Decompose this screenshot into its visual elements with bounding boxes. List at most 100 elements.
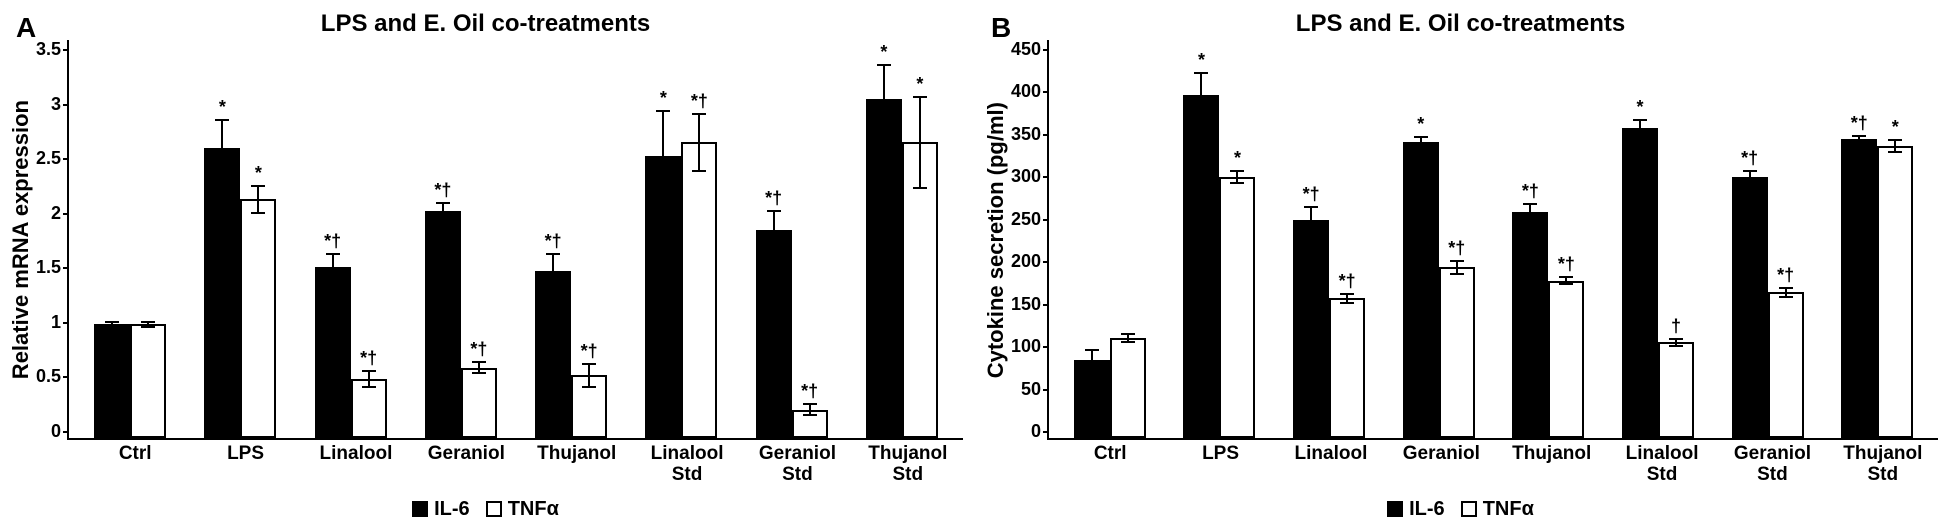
error-bar — [1236, 171, 1238, 183]
bar-group: *† *† — [406, 40, 516, 438]
error-bar — [442, 203, 444, 219]
bar-il6: *† — [1841, 139, 1877, 438]
bar-il6: * — [1403, 142, 1439, 438]
bar-group: *†* — [1822, 40, 1932, 438]
significance-marker: *† — [1558, 254, 1575, 275]
bar-tnf: * — [1219, 177, 1255, 438]
significance-marker: *† — [801, 381, 818, 402]
error-bar — [1749, 171, 1751, 183]
legend-label: IL-6 — [1409, 498, 1445, 521]
x-tick: Linalool — [301, 444, 411, 486]
significance-marker: *† — [1741, 148, 1758, 169]
chart-a: Relative mRNA expression 3.532.521.510.5… — [8, 40, 963, 440]
significance-marker: *† — [581, 341, 598, 362]
legend-item: TNFα — [486, 498, 559, 521]
error-bar — [1675, 339, 1677, 346]
y-tick: 150 — [1011, 295, 1041, 313]
significance-marker: *† — [1851, 113, 1868, 134]
bar-tnf: *† — [1439, 267, 1475, 438]
x-tick: Ctrl — [1055, 444, 1165, 486]
x-tick: Thujanol — [522, 444, 632, 486]
bar-group: ** — [847, 40, 957, 438]
bar-tnf: * — [902, 142, 938, 438]
bar-tnf: *† — [461, 368, 497, 439]
bar-il6: * — [1183, 95, 1219, 438]
legend-label: TNFα — [508, 498, 559, 521]
significance-marker: *† — [360, 348, 377, 369]
significance-marker: * — [1636, 97, 1643, 118]
error-bar — [1529, 204, 1531, 222]
bar-group: ** — [185, 40, 295, 438]
y-tick: 3 — [51, 95, 61, 113]
bar-il6 — [1074, 360, 1110, 438]
error-bar — [1456, 261, 1458, 273]
bar-tnf — [130, 324, 166, 438]
y-ticks-b: 450400350300250200150100500 — [1011, 40, 1045, 440]
bar-group: *† *† — [516, 40, 626, 438]
error-bar — [698, 114, 700, 171]
legend-a: IL-6 TNFα — [8, 498, 963, 523]
error-bar — [552, 254, 554, 288]
bar-il6: *† — [1732, 177, 1768, 438]
y-tick: 2.5 — [36, 149, 61, 167]
bar-il6: *† — [315, 267, 351, 438]
error-bar — [368, 371, 370, 387]
error-bar — [1346, 294, 1348, 303]
y-axis-b: Cytokine secretion (pg/ml) 4504003503002… — [983, 40, 1045, 440]
bar-il6: * — [645, 156, 681, 438]
y-tick: 300 — [1011, 167, 1041, 185]
error-bar — [1200, 73, 1202, 117]
bar-group — [75, 40, 185, 438]
error-bar — [332, 254, 334, 281]
x-tick: LPS — [1165, 444, 1275, 486]
significance-marker: † — [1671, 316, 1681, 337]
significance-marker: *† — [324, 231, 341, 252]
panel-letter-b: B — [991, 12, 1011, 44]
significance-marker: *† — [765, 188, 782, 209]
legend-item: IL-6 — [1387, 498, 1445, 521]
legend-label: IL-6 — [434, 498, 470, 521]
bar-group: *† *† — [296, 40, 406, 438]
bar-tnf: *† — [792, 410, 828, 438]
bar-tnf: *† — [1329, 298, 1365, 438]
y-tick: 1.5 — [36, 258, 61, 276]
error-bar — [147, 322, 149, 327]
y-tick: 200 — [1011, 252, 1041, 270]
bar-group: *† *† — [1274, 40, 1384, 438]
y-tick: 350 — [1011, 125, 1041, 143]
y-tick: 2 — [51, 204, 61, 222]
y-tick: 250 — [1011, 210, 1041, 228]
x-tick: Geraniol — [1386, 444, 1496, 486]
panel-a: A LPS and E. Oil co-treatments Relative … — [8, 8, 963, 507]
bar-il6: * — [1622, 128, 1658, 438]
x-tick: GeraniolStd — [1717, 444, 1827, 486]
x-tick: LinaloolStd — [1607, 444, 1717, 486]
bar-tnf: *† — [681, 142, 717, 438]
bar-il6: * — [866, 99, 902, 438]
error-bar — [478, 362, 480, 373]
error-bar — [883, 65, 885, 133]
y-tick: 3.5 — [36, 40, 61, 58]
significance-marker: *† — [1339, 271, 1356, 292]
plot-a: ***†*†*†*†*†*†**†*†*†** — [67, 40, 963, 440]
bar-tnf: * — [240, 199, 276, 438]
significance-marker: *† — [434, 180, 451, 201]
bar-il6: *† — [535, 271, 571, 438]
error-bar — [1127, 334, 1129, 343]
bar-group: *† *† — [1713, 40, 1823, 438]
legend-item: IL-6 — [412, 498, 470, 521]
error-bar — [1894, 140, 1896, 152]
error-bar — [1785, 288, 1787, 297]
x-tick: Geraniol — [411, 444, 521, 486]
error-bar — [773, 211, 775, 250]
x-tick: LPS — [190, 444, 300, 486]
significance-marker: * — [880, 42, 887, 63]
y-tick: 0 — [51, 422, 61, 440]
x-tick: ThujanolStd — [853, 444, 963, 486]
bar-tnf: † — [1658, 342, 1694, 438]
x-tick: Ctrl — [80, 444, 190, 486]
bar-group: *† — [1603, 40, 1713, 438]
error-bar — [662, 111, 664, 202]
significance-marker: *† — [1303, 184, 1320, 205]
significance-marker: * — [1234, 148, 1241, 169]
